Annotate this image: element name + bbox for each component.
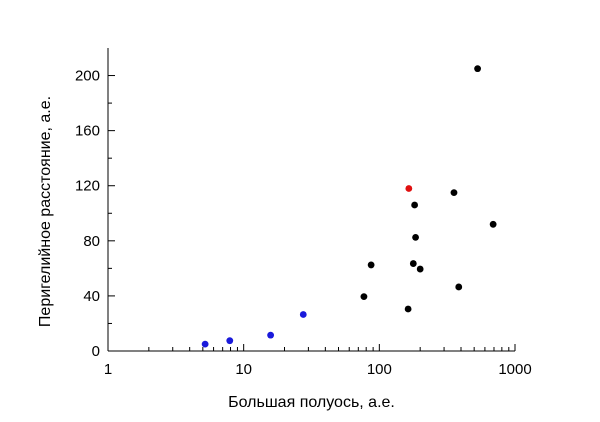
y-tick-label: 160 [75, 123, 100, 140]
ticks [107, 75, 516, 352]
y-tick-label: 120 [75, 178, 100, 195]
data-point [450, 189, 458, 197]
data-point [411, 201, 419, 209]
data-point [201, 340, 209, 348]
data-point [455, 283, 463, 291]
x-tick-label: 100 [367, 361, 392, 378]
y-axis-title: Перигелийное расстояние, а.е. [37, 96, 54, 327]
x-tick-label: 1 [104, 361, 112, 378]
y-tick-label: 0 [92, 343, 100, 360]
data-point [360, 293, 368, 300]
data-point [226, 337, 234, 345]
data-point [299, 311, 307, 318]
y-tick-label: 200 [75, 68, 100, 85]
x-axis-title: Большая полуось, а.е. [228, 394, 395, 411]
data-point [405, 185, 413, 192]
data-point [416, 265, 424, 273]
y-tick-label: 40 [83, 288, 100, 305]
tick-labels: 1 10 100 1000 0 40 80 120 160 200 [75, 68, 532, 378]
data-points [201, 65, 497, 348]
axes [107, 48, 515, 352]
data-point [404, 305, 412, 313]
data-point [474, 65, 481, 73]
x-tick-label: 10 [235, 361, 252, 378]
data-point [409, 260, 417, 267]
data-point [412, 233, 419, 241]
x-tick-label: 1000 [498, 361, 531, 378]
data-point [489, 220, 497, 228]
y-tick-label: 80 [83, 233, 100, 250]
data-point [267, 331, 275, 339]
data-point [367, 261, 375, 269]
